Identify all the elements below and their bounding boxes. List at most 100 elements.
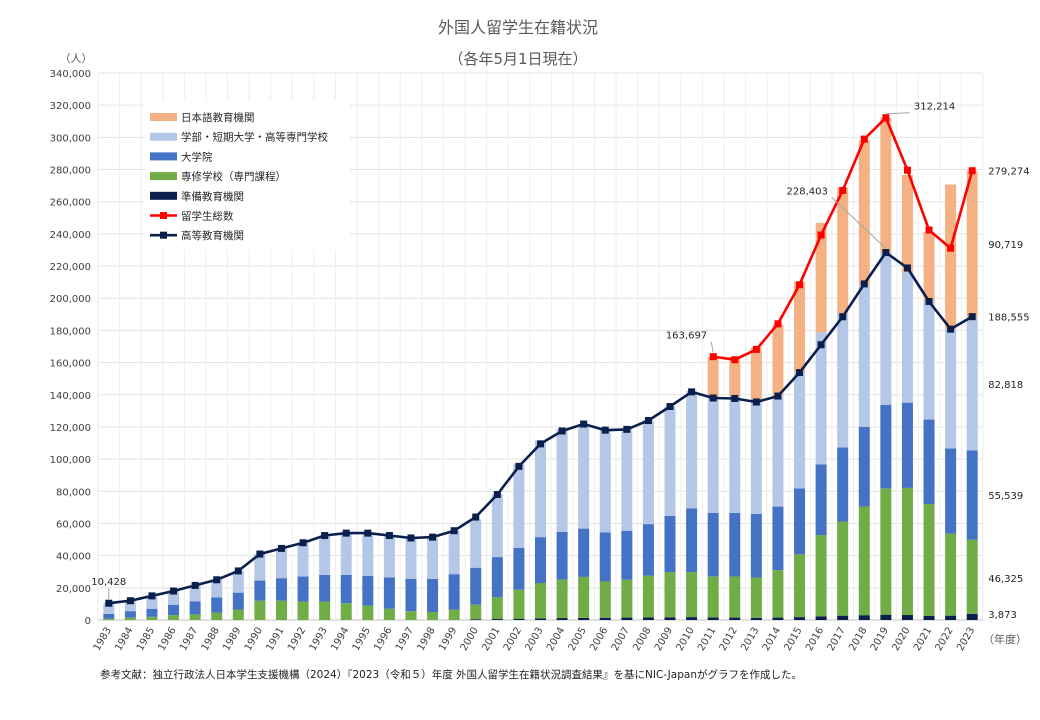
x-tick-label: 2015: [782, 626, 804, 654]
line-marker: [385, 532, 393, 540]
bar-segment: [189, 614, 201, 620]
line-marker: [342, 529, 350, 537]
bar-segment: [664, 572, 676, 618]
line-marker: [213, 576, 221, 584]
bar-segment: [880, 488, 892, 615]
x-tick-label: 2019: [869, 626, 891, 654]
legend-swatch-marker: [160, 231, 167, 239]
bar-segment: [923, 301, 935, 420]
x-tick-label: 2018: [847, 626, 869, 654]
legend-label: 学部・短期大学・高等専門学校: [181, 131, 328, 144]
bar-segment: [707, 512, 719, 577]
legend-label: 日本語教育機関: [181, 111, 255, 124]
bar-segment: [124, 611, 136, 618]
x-tick-label: 1983: [92, 626, 114, 654]
bar-segment: [621, 428, 633, 531]
bar-segment: [535, 440, 546, 538]
x-tick-label: 1988: [200, 626, 222, 654]
line-marker: [774, 320, 782, 328]
bar-segment: [686, 617, 698, 620]
x-tick-label: 1998: [416, 626, 438, 654]
x-tick-label: 1987: [178, 626, 200, 654]
line-marker: [126, 597, 134, 605]
bar-segment: [729, 617, 741, 620]
bar-segment: [448, 574, 460, 610]
bar-segment: [470, 567, 482, 605]
bar-segment: [405, 611, 417, 620]
bar-segment: [945, 329, 957, 449]
line-marker: [472, 513, 480, 521]
line-marker: [709, 353, 717, 361]
bar-segment: [880, 404, 892, 489]
bar-segment: [578, 424, 590, 529]
y-tick-label: 160,000: [50, 359, 91, 370]
bar-segment: [578, 576, 590, 618]
y-tick-label: 100,000: [50, 455, 91, 466]
line-marker: [947, 244, 955, 252]
bar-segment: [556, 531, 568, 580]
bar-segment: [815, 535, 827, 617]
bar-segment: [103, 618, 115, 620]
line-marker: [903, 166, 911, 174]
bar-segment: [621, 617, 633, 620]
x-tick-label: 2013: [739, 626, 761, 654]
bar-segment: [427, 537, 439, 579]
y-tick-label: 40,000: [56, 552, 91, 563]
bar-segment: [815, 616, 827, 620]
bar-segment: [448, 609, 460, 620]
bar-segment: [297, 576, 309, 602]
bar-segment: [340, 603, 352, 620]
bar-segment: [146, 608, 158, 617]
bar-segment: [556, 618, 568, 620]
y-tick-label: 60,000: [56, 519, 91, 530]
annotation-label: 10,428: [91, 577, 126, 588]
bar-segment: [491, 557, 503, 598]
line-marker: [580, 420, 588, 428]
gridlines: [97, 72, 984, 621]
line-marker: [623, 425, 631, 433]
bar-segment: [232, 570, 244, 593]
bar-segment: [966, 539, 978, 614]
bar-segment: [858, 140, 870, 286]
bar-segment: [945, 533, 957, 616]
bar-segment: [340, 574, 352, 604]
bar-segment: [901, 487, 913, 616]
bar-segment: [146, 616, 158, 620]
annotation-label: 163,697: [666, 331, 707, 342]
x-tick-label: 1995: [351, 626, 373, 654]
bar-segment: [707, 576, 719, 618]
bar-segment: [664, 406, 676, 516]
line-marker: [925, 297, 933, 305]
legend-background: [145, 100, 350, 250]
bar-segment: [470, 604, 482, 620]
bar-segment: [319, 601, 331, 620]
bar-segment: [729, 396, 741, 514]
line-marker: [860, 135, 868, 143]
y-tick-label: 260,000: [50, 198, 91, 209]
bar-segment: [686, 391, 698, 509]
legend-label: 高等教育機関: [181, 229, 244, 242]
bar-segment: [880, 614, 892, 620]
line-marker: [170, 587, 178, 595]
line-marker: [601, 426, 609, 434]
bar-segment: [772, 395, 784, 507]
annotation-label: 228,403: [787, 187, 828, 198]
bar-segment: [901, 615, 913, 620]
bar-segment: [923, 615, 935, 620]
x-tick-label: 2012: [718, 626, 740, 654]
y-tick-labels: 0 20,000 40,000 60,000 80,000 100,000 120,000 1…: [50, 69, 91, 627]
line-marker: [191, 581, 199, 589]
bar-segment: [232, 609, 244, 620]
bar-segment: [168, 591, 180, 605]
line-marker: [731, 356, 739, 364]
bar-segment: [794, 617, 806, 620]
bar-segment: [815, 222, 827, 333]
legend-swatch: [150, 172, 177, 181]
x-tick-label: 1991: [264, 626, 286, 654]
x-tick-label: 1990: [243, 626, 265, 654]
bar-segment: [578, 617, 590, 620]
bar-segment: [427, 578, 439, 612]
x-tick-label: 1985: [135, 626, 157, 654]
bar-segment: [815, 464, 827, 536]
line-marker: [817, 231, 825, 239]
